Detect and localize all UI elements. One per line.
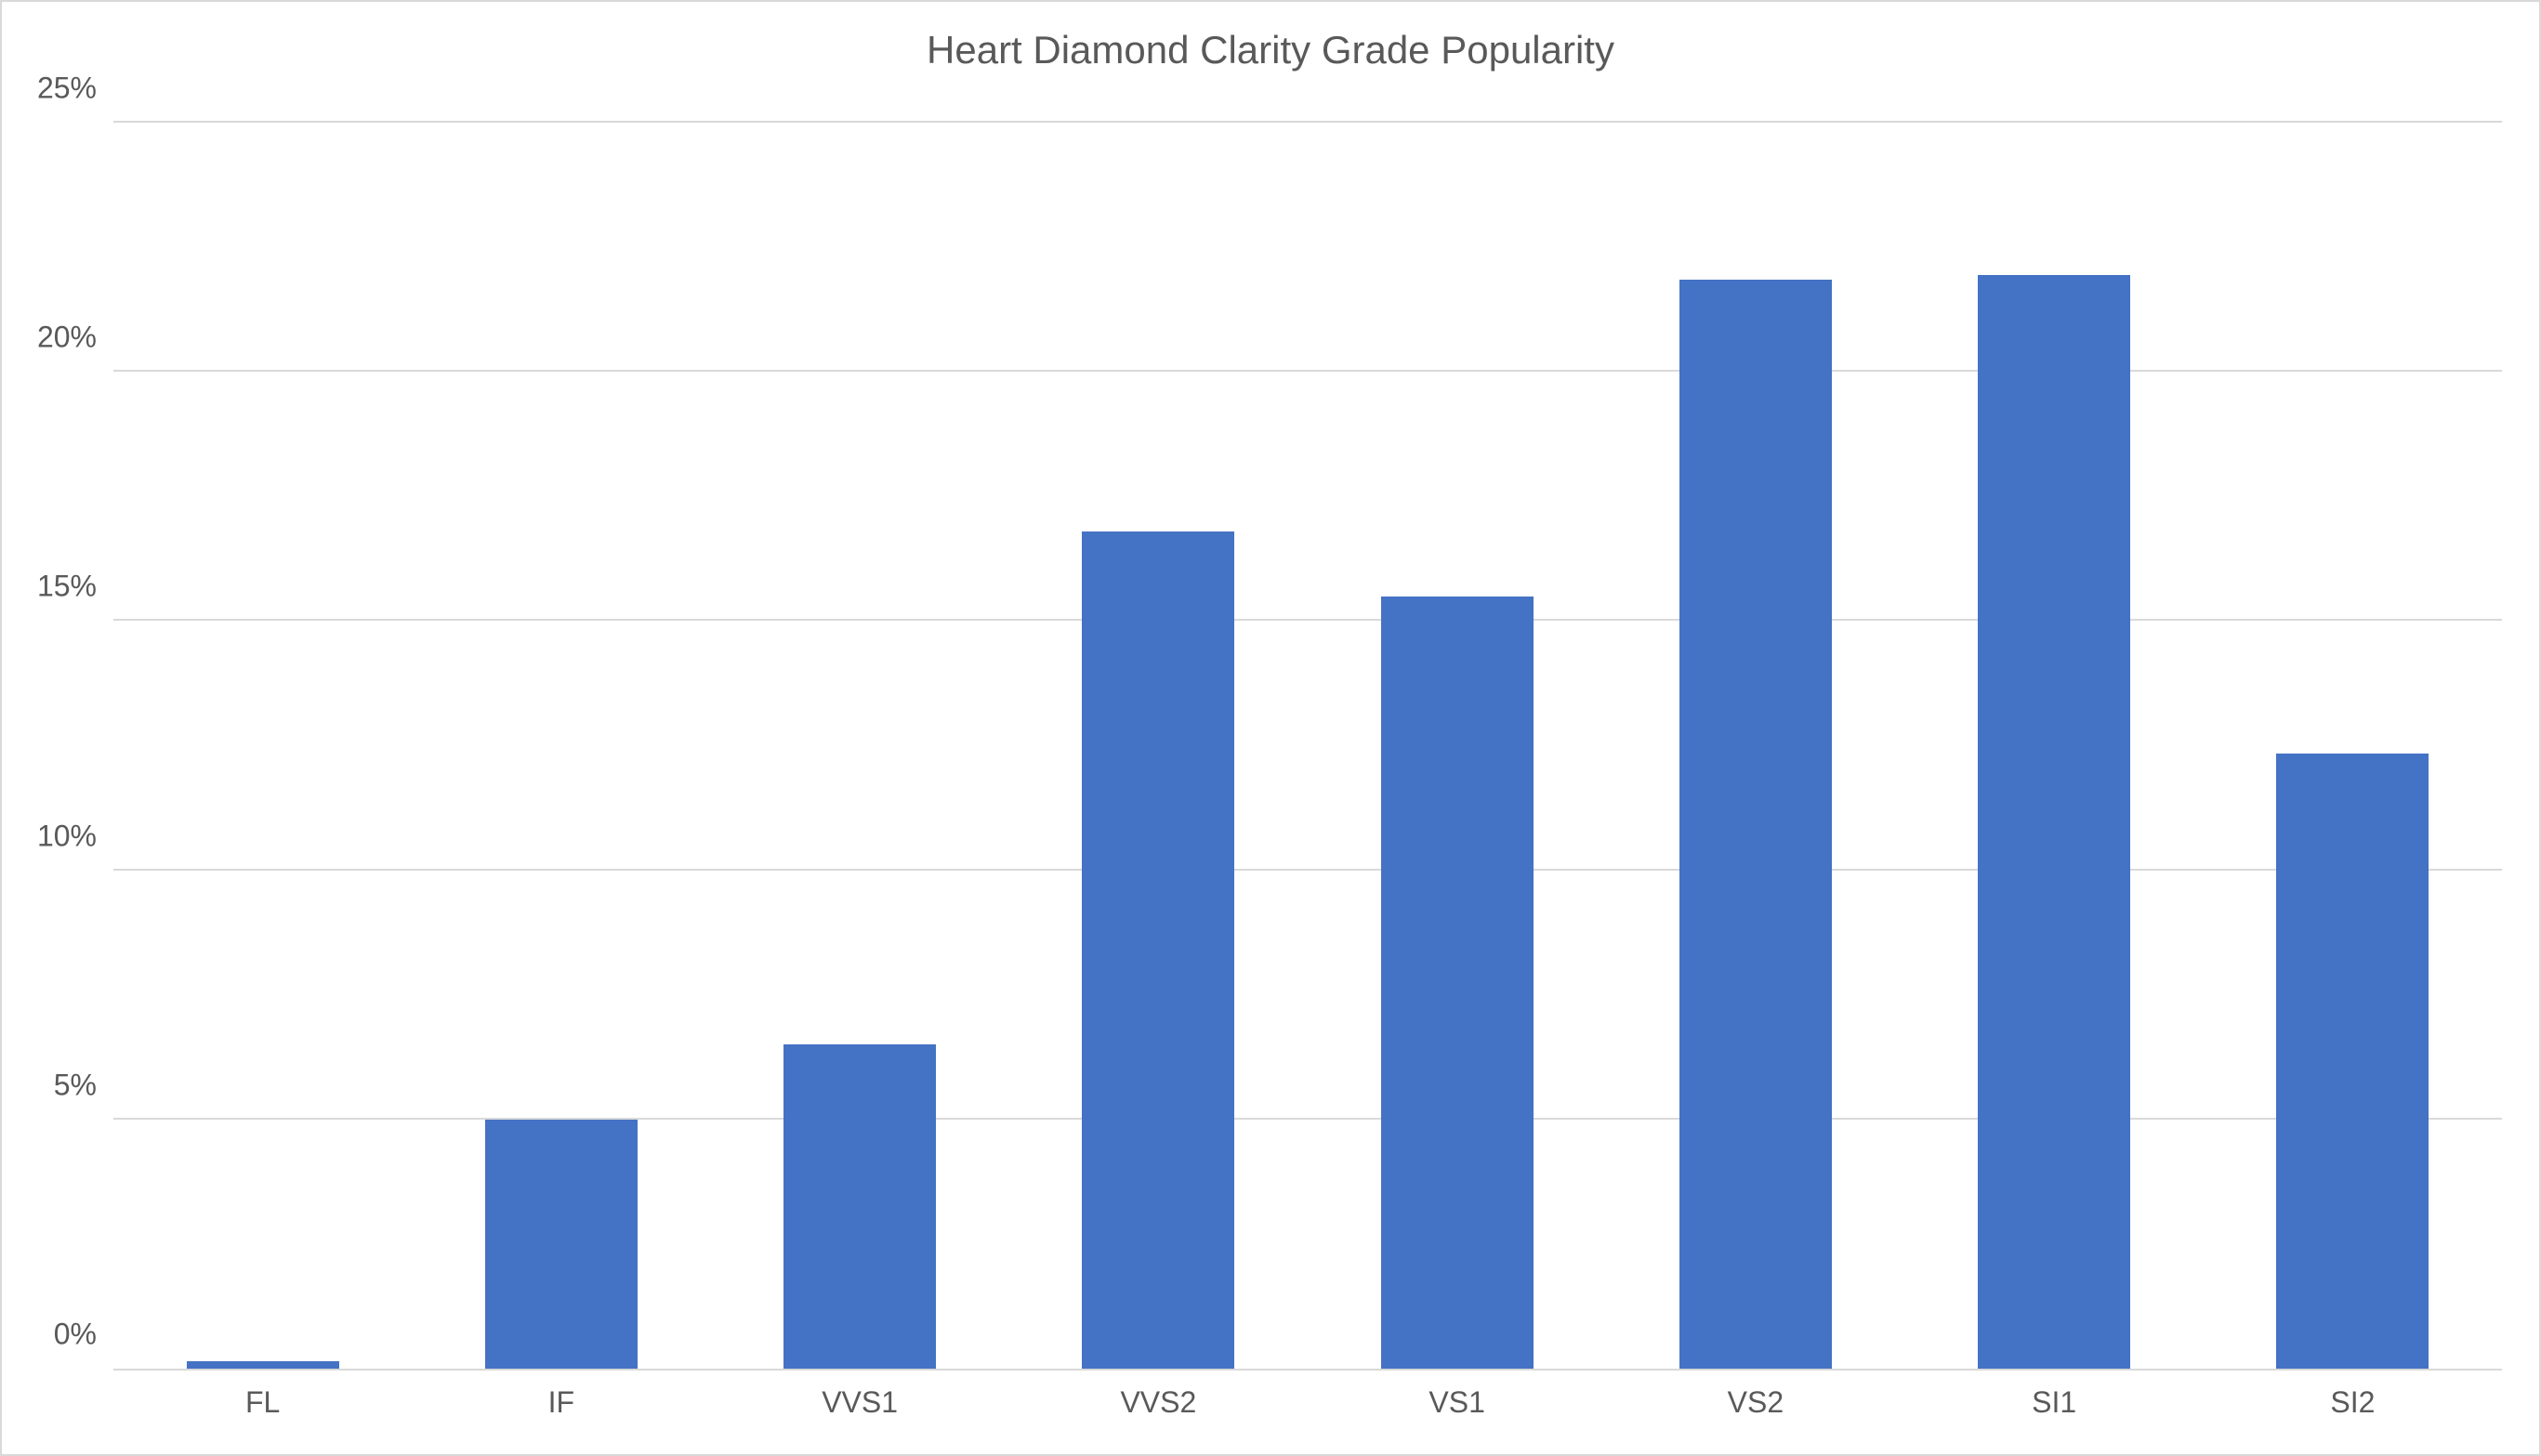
bar (1082, 531, 1234, 1369)
bar (485, 1120, 638, 1369)
chart-container: Heart Diamond Clarity Grade Popularity 0… (0, 0, 2541, 1456)
y-tick-label: 20% (37, 321, 113, 355)
bar-slot: VS1 (1308, 123, 1606, 1369)
bar (1381, 597, 1534, 1369)
y-tick-label: 25% (37, 72, 113, 106)
bar-slot: FL (113, 123, 412, 1369)
x-tick-label: SI2 (2330, 1369, 2375, 1420)
bar-slot: VVS1 (711, 123, 1009, 1369)
chart-title: Heart Diamond Clarity Grade Popularity (2, 28, 2539, 72)
y-tick-label: 5% (54, 1068, 113, 1102)
bar (1978, 275, 2130, 1369)
y-tick-label: 10% (37, 819, 113, 853)
bar (2276, 754, 2429, 1369)
x-tick-label: VVS2 (1120, 1369, 1196, 1420)
bar-slot: VVS2 (1009, 123, 1308, 1369)
x-tick-label: VS2 (1728, 1369, 1784, 1420)
x-tick-label: SI1 (2032, 1369, 2076, 1420)
bar-slot: SI2 (2204, 123, 2502, 1369)
x-tick-label: FL (245, 1369, 280, 1420)
x-tick-label: VS1 (1428, 1369, 1484, 1420)
x-tick-label: VVS1 (822, 1369, 898, 1420)
y-tick-label: 0% (54, 1318, 113, 1352)
bars-row: FLIFVVS1VVS2VS1VS2SI1SI2 (113, 123, 2502, 1369)
bar (1679, 280, 1832, 1369)
bar-slot: SI1 (1905, 123, 2204, 1369)
y-tick-label: 15% (37, 570, 113, 604)
bar (783, 1044, 936, 1369)
bar-slot: VS2 (1606, 123, 1904, 1369)
bar-slot: IF (412, 123, 710, 1369)
x-tick-label: IF (548, 1369, 574, 1420)
bar (187, 1361, 339, 1369)
plot-area: 0%5%10%15%20%25% FLIFVVS1VVS2VS1VS2SI1SI… (113, 123, 2502, 1371)
